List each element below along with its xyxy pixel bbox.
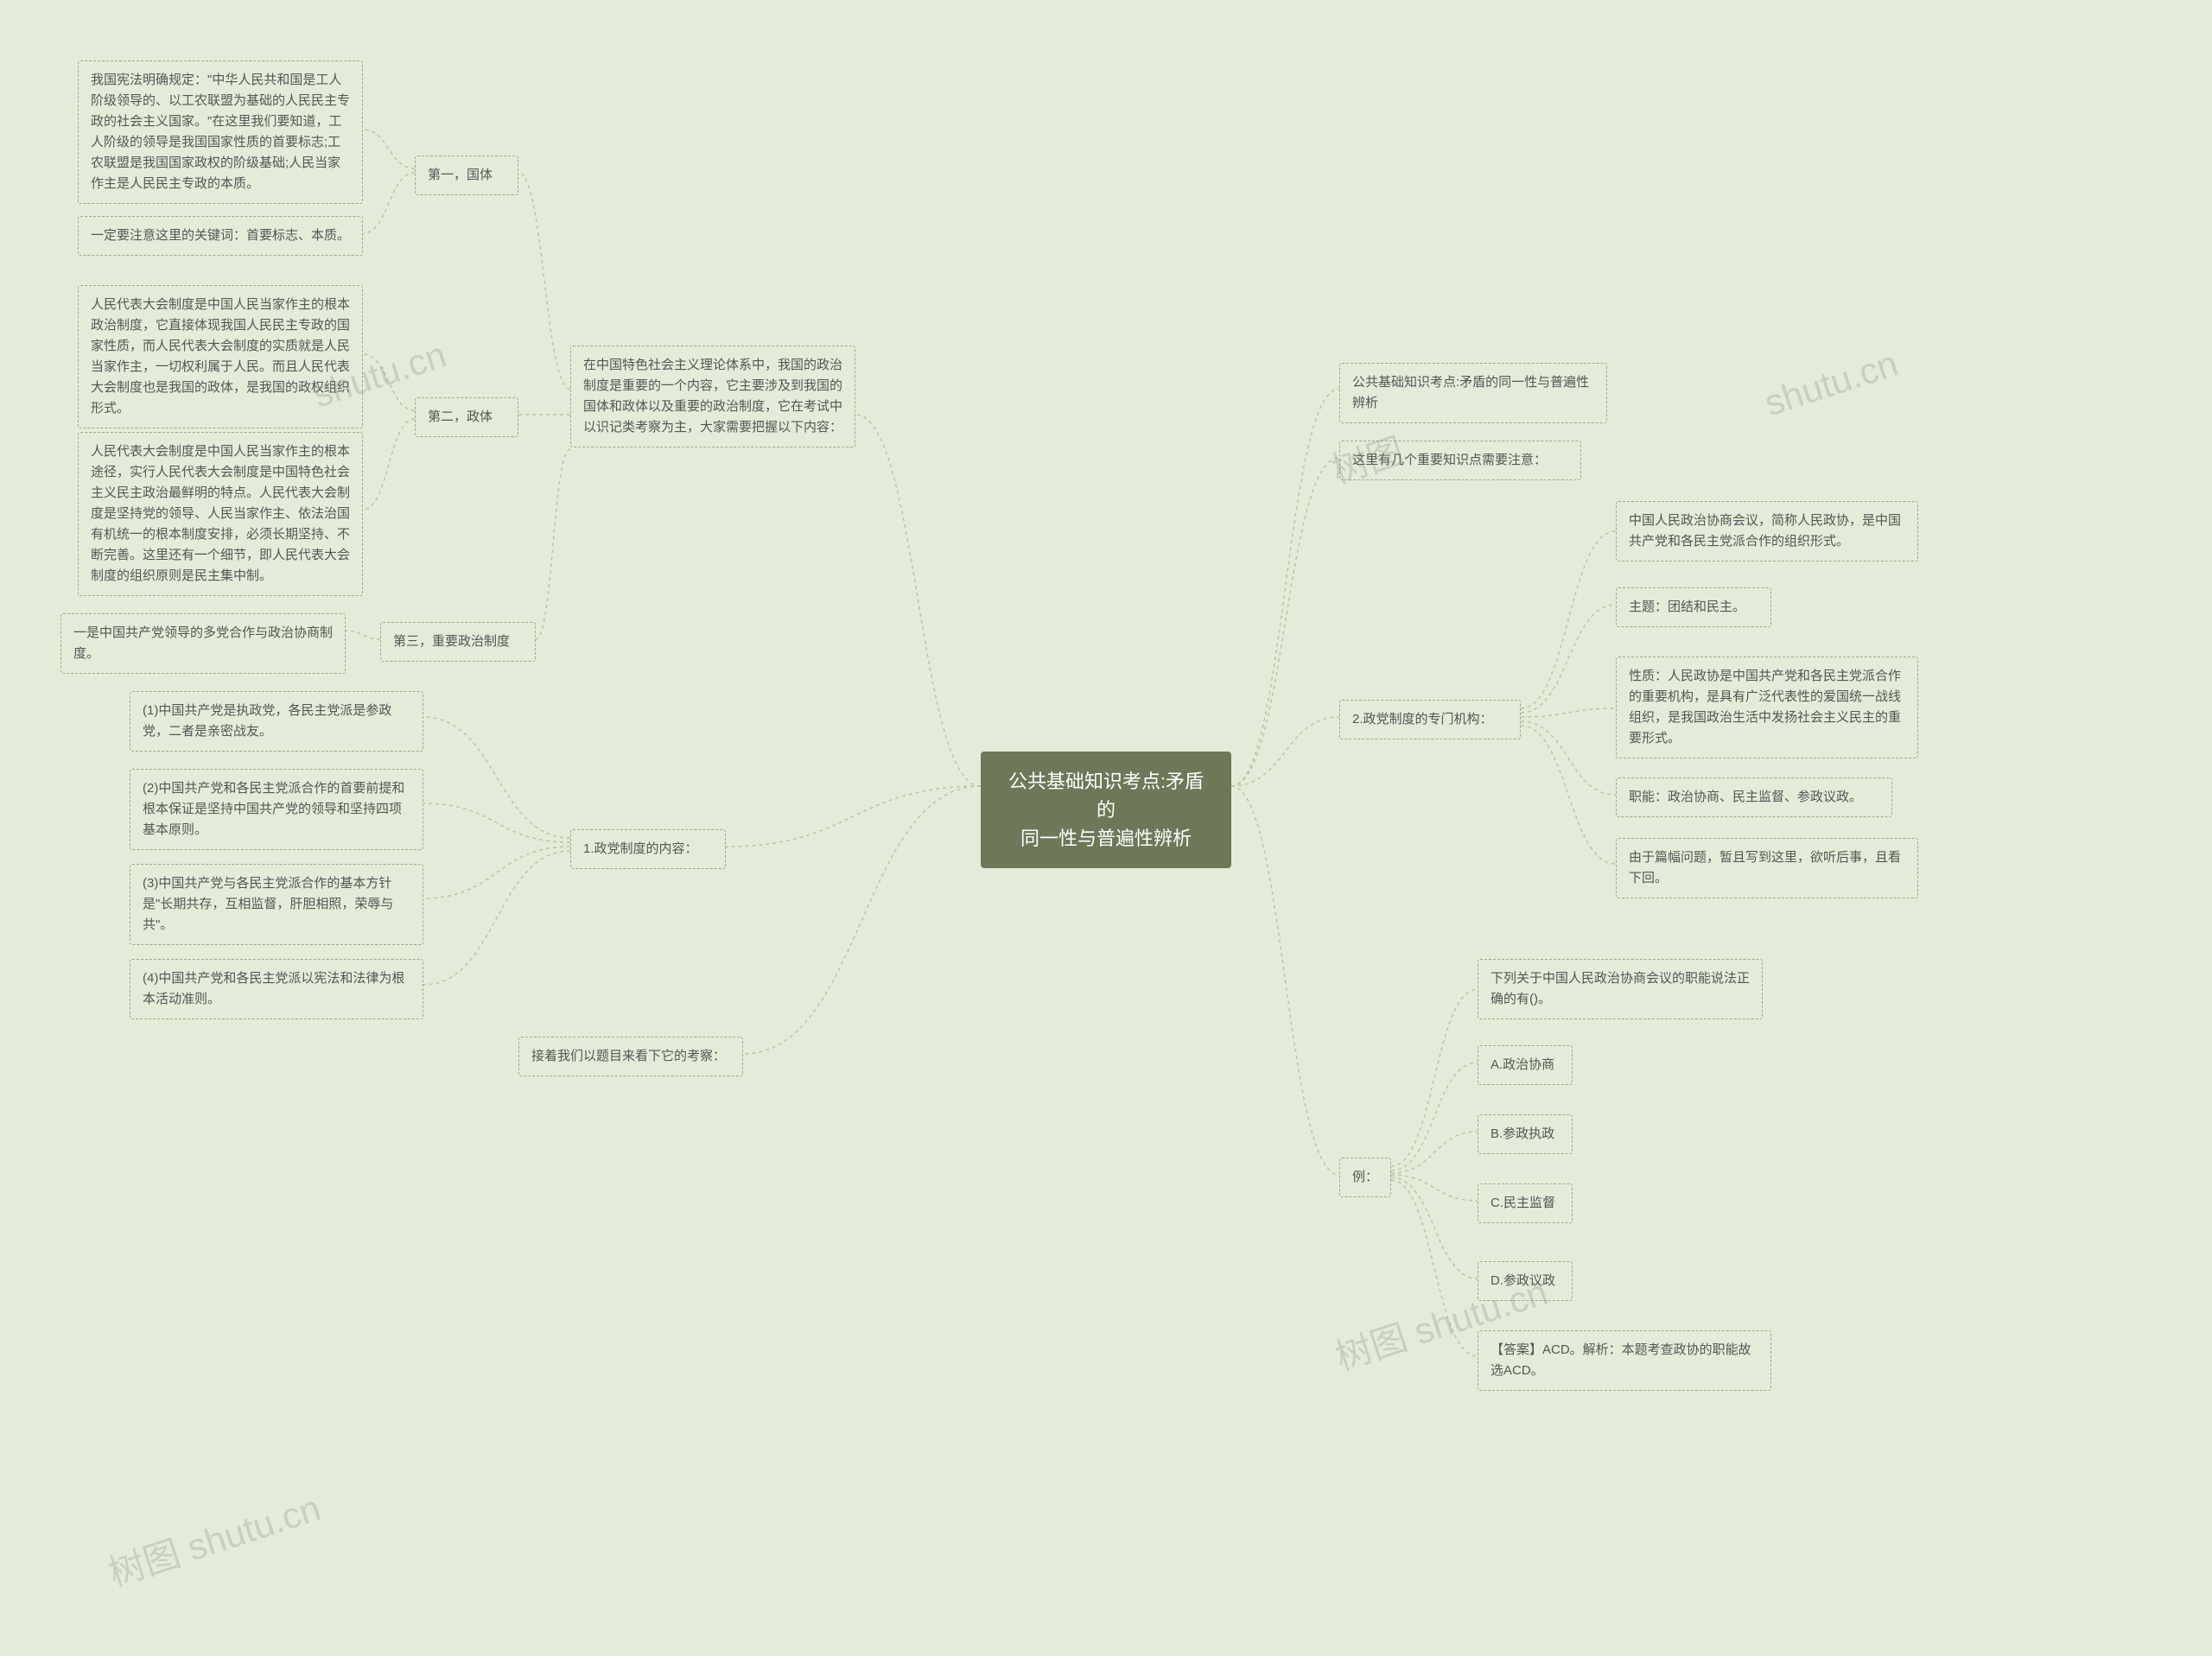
edge	[363, 173, 415, 233]
edge	[518, 173, 570, 389]
edge	[536, 449, 570, 639]
node-l1_2: 第二，政体	[415, 397, 518, 437]
node-l2_a: (1)中国共产党是执政党，各民主党派是参政党，二者是亲密战友。	[130, 691, 423, 752]
node-l1_1_a: 我国宪法明确规定："中华人民共和国是工人阶级领导的、以工农联盟为基础的人民民主专…	[78, 60, 363, 204]
edge	[1231, 786, 1339, 1175]
edge	[1521, 726, 1616, 864]
node-r3_c: 性质：人民政协是中国共产党和各民主党派合作的重要机构，是具有广泛代表性的爱国统一…	[1616, 657, 1918, 758]
edge	[363, 130, 415, 168]
center-line2: 同一性与普遍性辨析	[1020, 828, 1192, 849]
edge	[423, 847, 570, 898]
node-l1_2_b: 人民代表大会制度是中国人民当家作主的根本途径，实行人民代表大会制度是中国特色社会…	[78, 432, 363, 596]
node-l2_c: (3)中国共产党与各民主党派合作的基本方针是"长期共存，互相监督，肝胆相照，荣辱…	[130, 864, 423, 945]
node-l1_1: 第一，国体	[415, 155, 518, 195]
edge	[1521, 708, 1616, 717]
edge	[1391, 989, 1478, 1166]
edge	[423, 851, 570, 985]
center-topic: 公共基础知识考点:矛盾的 同一性与普遍性辨析	[981, 752, 1231, 868]
node-r4_d: C.民主监督	[1478, 1183, 1573, 1223]
node-r3: 2.政党制度的专门机构：	[1339, 700, 1521, 739]
node-l1_3: 第三，重要政治制度	[380, 622, 536, 662]
node-l2: 1.政党制度的内容：	[570, 829, 726, 869]
node-l1_3_a: 一是中国共产党领导的多党合作与政治协商制度。	[60, 613, 346, 674]
watermark: 树图 shutu.cn	[101, 1479, 327, 1597]
edge	[346, 631, 380, 639]
node-left_intro: 在中国特色社会主义理论体系中，我国的政治制度是重要的一个内容，它主要涉及到我国的…	[570, 346, 855, 447]
node-r2: 这里有几个重要知识点需要注意：	[1339, 441, 1581, 480]
node-r4: 例：	[1339, 1158, 1391, 1197]
node-r1: 公共基础知识考点:矛盾的同一性与普遍性辨析	[1339, 363, 1607, 423]
node-r4_b: A.政治协商	[1478, 1045, 1573, 1085]
node-r3_a: 中国人民政治协商会议，简称人民政协，是中国共产党和各民主党派合作的组织形式。	[1616, 501, 1918, 562]
node-l1_2_a: 人民代表大会制度是中国人民当家作主的根本政治制度，它直接体现我国人民民主专政的国…	[78, 285, 363, 428]
edge	[1231, 458, 1339, 786]
edge	[1391, 1180, 1478, 1356]
edge	[363, 419, 415, 510]
edge	[1391, 1177, 1478, 1278]
edge	[1231, 717, 1339, 786]
edge	[1391, 1175, 1478, 1201]
edge	[743, 786, 981, 1054]
node-l2_b: (2)中国共产党和各民主党派合作的首要前提和根本保证是坚持中国共产党的领导和坚持…	[130, 769, 423, 850]
edge	[1521, 605, 1616, 713]
node-r4_e: D.参政议政	[1478, 1261, 1573, 1301]
edge	[1391, 1132, 1478, 1173]
node-l2_d: (4)中国共产党和各民主党派以宪法和法律为根本活动准则。	[130, 959, 423, 1019]
node-l1_1_b: 一定要注意这里的关键词：首要标志、本质。	[78, 216, 363, 256]
edge	[363, 354, 415, 410]
node-r3_d: 职能：政治协商、民主监督、参政议政。	[1616, 777, 1892, 817]
node-r3_e: 由于篇幅问题，暂且写到这里，欲听后事，且看下回。	[1616, 838, 1918, 898]
edge	[726, 786, 981, 847]
edge	[1521, 531, 1616, 708]
node-r4_a: 下列关于中国人民政治协商会议的职能说法正确的有()。	[1478, 959, 1763, 1019]
edge	[1231, 389, 1339, 786]
node-r3_b: 主题：团结和民主。	[1616, 587, 1771, 627]
edge	[1521, 721, 1616, 795]
node-r4_c: B.参政执政	[1478, 1114, 1573, 1154]
edge	[423, 803, 570, 842]
watermark: shutu.cn	[1759, 343, 1903, 425]
node-r4_f: 【答案】ACD。解析：本题考查政协的职能故选ACD。	[1478, 1330, 1771, 1391]
edge	[1391, 1063, 1478, 1171]
edge	[855, 415, 981, 786]
node-l3: 接着我们以题目来看下它的考察：	[518, 1037, 743, 1076]
edge	[423, 717, 570, 838]
center-line1: 公共基础知识考点:矛盾的	[1008, 771, 1204, 821]
